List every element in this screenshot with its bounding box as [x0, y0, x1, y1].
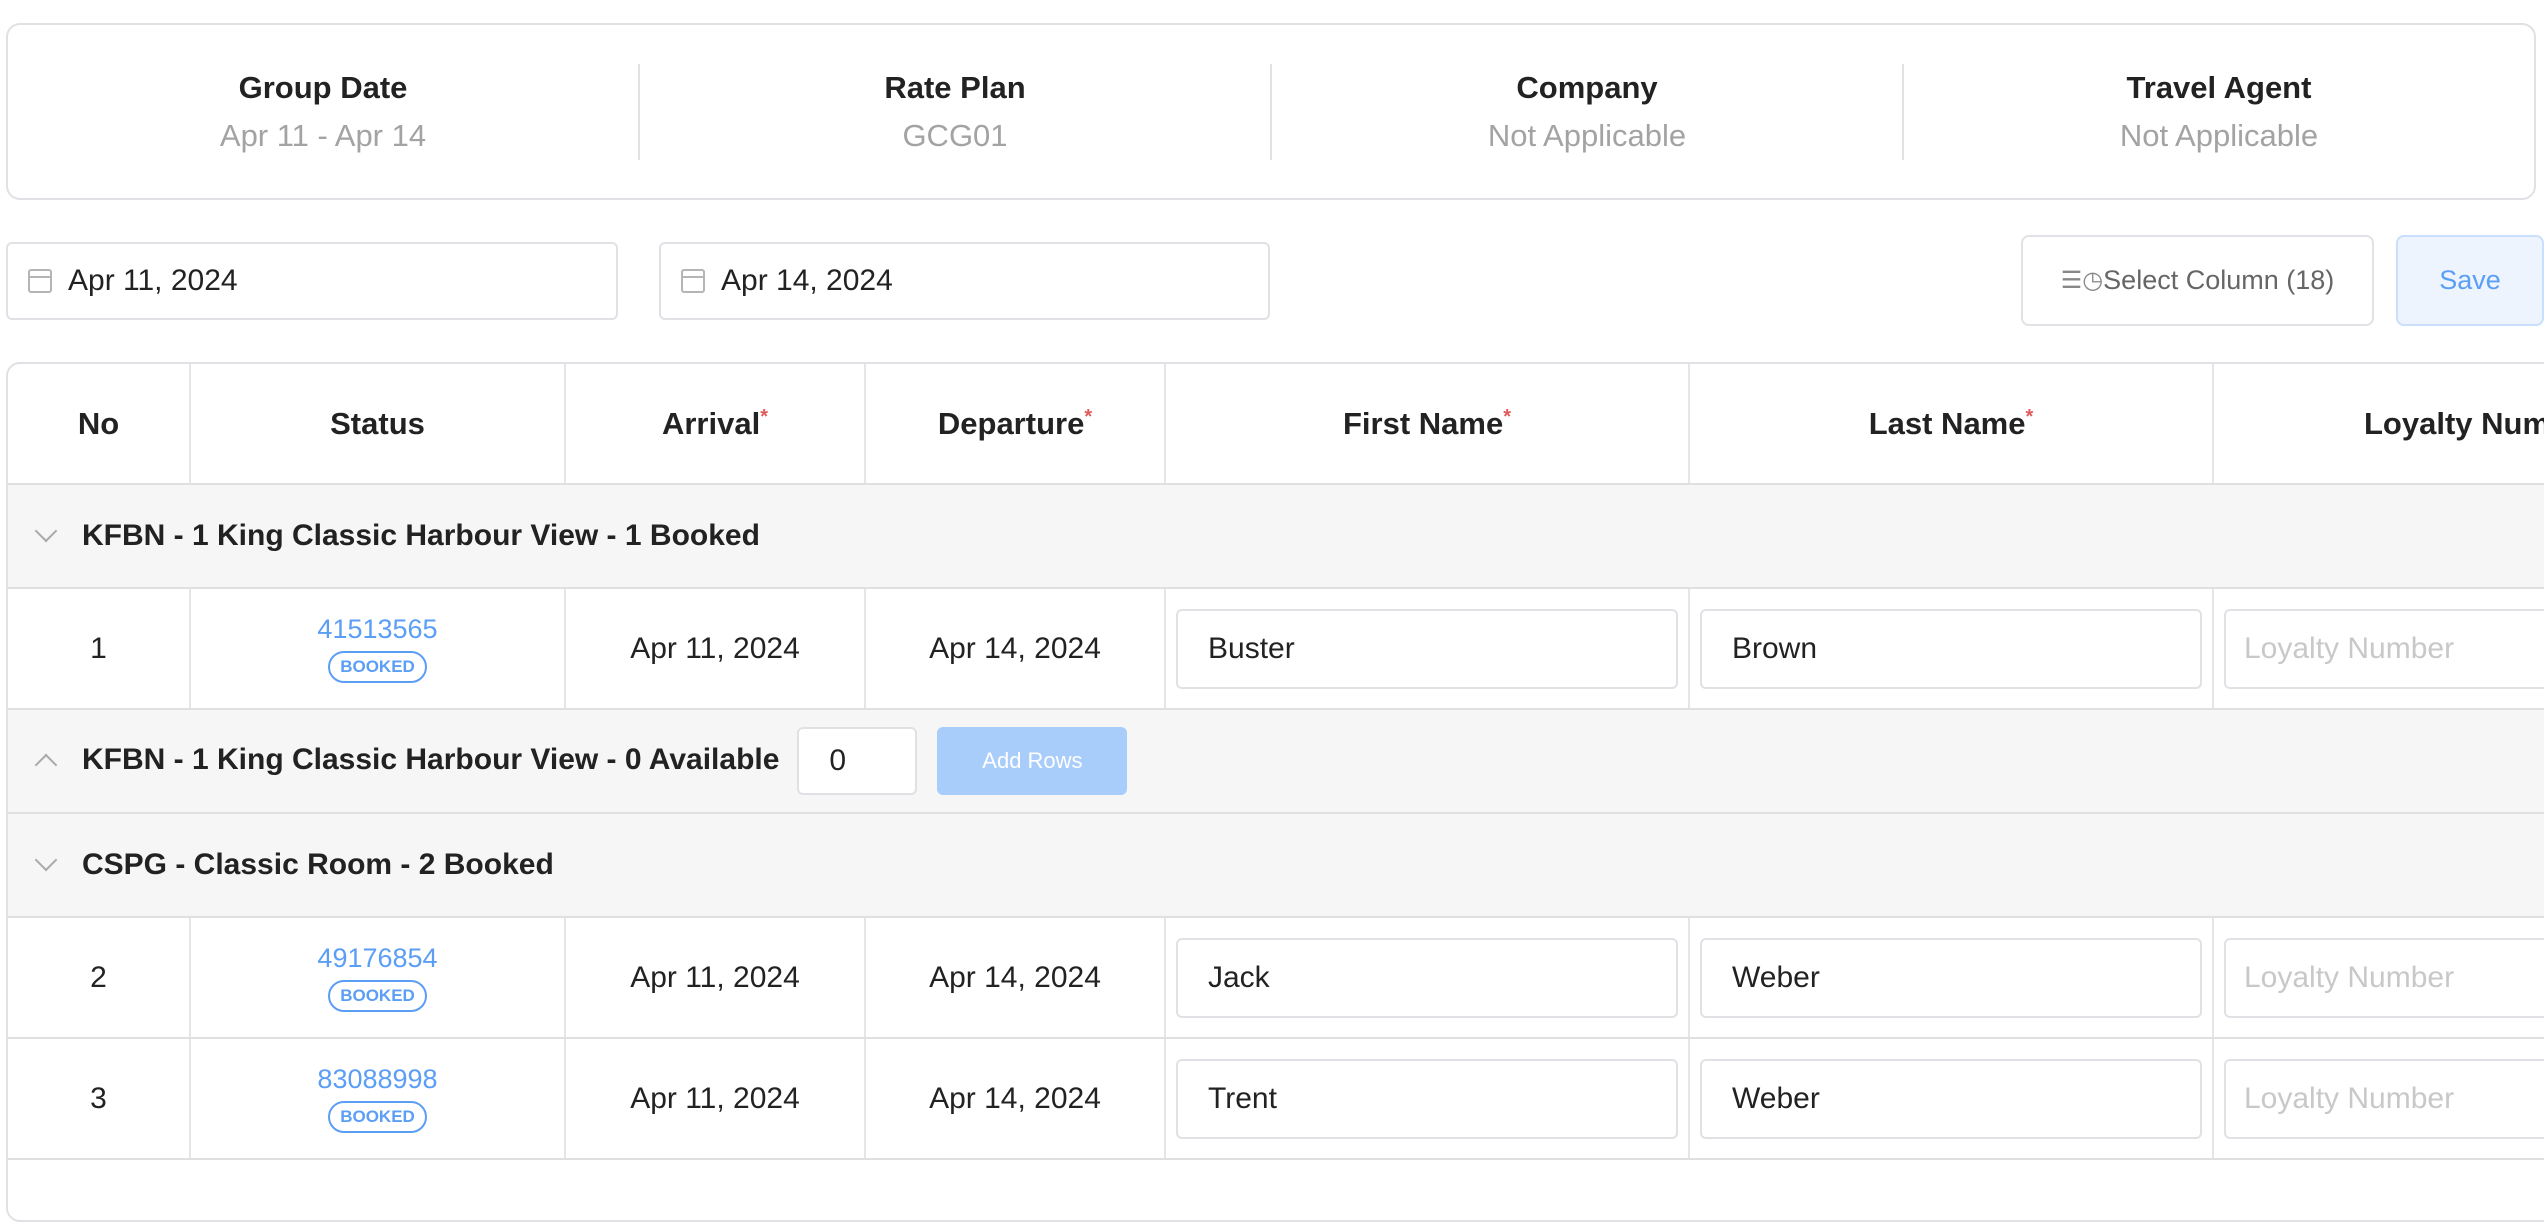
col-arrival[interactable]: Arrival* [565, 364, 866, 485]
add-rows-button[interactable]: Add Rows [937, 727, 1128, 795]
start-date-value: Apr 11, 2024 [68, 264, 238, 297]
col-loyalty[interactable]: Loyalty Num [2213, 364, 2544, 485]
group-row[interactable]: KFBN - 1 King Classic Harbour View - 1 B… [8, 484, 2544, 589]
status-badge: BOOKED [328, 1101, 427, 1133]
table-row: 1 41513565 BOOKED Apr 11, 2024 Apr 14, 20… [8, 588, 2544, 710]
summary-label: Group Date [238, 69, 408, 105]
required-marker: * [1503, 405, 1512, 428]
first-name-input[interactable]: Jack [1176, 937, 1678, 1018]
row-no: 3 [8, 1038, 191, 1160]
required-marker: * [760, 405, 769, 428]
arrival-date: Apr 11, 2024 [565, 917, 866, 1039]
loyalty-cell: Loyalty Number [2213, 917, 2544, 1039]
chevron-down-icon[interactable] [34, 848, 58, 872]
loyalty-cell: Loyalty Number [2213, 1038, 2544, 1160]
last-name-cell: Weber [1689, 1038, 2214, 1160]
status-badge: BOOKED [328, 980, 427, 1012]
reservations-table: No Status Arrival* Departure* First Name… [6, 362, 2544, 1222]
col-first-name[interactable]: First Name* [1165, 364, 1690, 485]
first-name-cell: Jack [1165, 917, 1690, 1039]
end-date-value: Apr 14, 2024 [721, 264, 893, 297]
departure-date: Apr 14, 2024 [865, 588, 1166, 710]
row-no: 1 [8, 588, 191, 710]
arrival-date: Apr 11, 2024 [565, 588, 866, 710]
confirmation-link[interactable]: 41513565 [317, 614, 438, 644]
save-button[interactable]: Save [2396, 235, 2544, 326]
col-no[interactable]: No [8, 364, 191, 485]
last-name-cell: Weber [1689, 917, 2214, 1039]
col-arrival-label: Arrival [661, 405, 761, 441]
required-marker: * [1084, 405, 1093, 428]
last-name-input[interactable]: Weber [1700, 937, 2202, 1018]
summary-value: Apr 11 - Apr 14 [219, 117, 427, 153]
calendar-icon [681, 269, 705, 293]
status-badge: BOOKED [328, 651, 427, 683]
col-departure-label: Departure [937, 405, 1085, 441]
last-name-cell: Brown [1689, 588, 2214, 710]
chevron-up-icon[interactable] [34, 753, 58, 777]
departure-date: Apr 14, 2024 [865, 1038, 1166, 1160]
summary-value: GCG01 [902, 117, 1008, 153]
add-rows-count-input[interactable]: 0 [797, 727, 918, 795]
confirmation-link[interactable]: 83088998 [317, 1064, 438, 1094]
loyalty-number-input[interactable]: Loyalty Number [2224, 1058, 2544, 1139]
select-column-button[interactable]: ☰◷ Select Column (18) [2021, 235, 2374, 326]
col-last-name-label: Last Name [1868, 405, 2026, 441]
summary-travel-agent: Travel Agent Not Applicable [1904, 64, 2534, 160]
group-summary: Group Date Apr 11 - Apr 14 Rate Plan GCG01… [6, 23, 2536, 200]
group-row[interactable]: CSPG - Classic Room - 2 Booked [8, 813, 2544, 918]
loyalty-cell: Loyalty Number [2213, 588, 2544, 710]
table-row: 3 83088998 BOOKED Apr 11, 2024 Apr 14, 20… [8, 1038, 2544, 1160]
start-date-input[interactable]: Apr 11, 2024 [6, 242, 618, 320]
status-cell: 41513565 BOOKED [190, 588, 566, 710]
column-settings-icon: ☰◷ [2060, 267, 2104, 294]
first-name-cell: Buster [1165, 588, 1690, 710]
col-status[interactable]: Status [190, 364, 566, 485]
confirmation-link[interactable]: 49176854 [317, 943, 438, 973]
table-row: 2 49176854 BOOKED Apr 11, 2024 Apr 14, 20… [8, 917, 2544, 1039]
col-first-name-label: First Name [1342, 405, 1504, 441]
loyalty-number-input[interactable]: Loyalty Number [2224, 608, 2544, 689]
last-name-input[interactable]: Brown [1700, 608, 2202, 689]
col-departure[interactable]: Departure* [865, 364, 1166, 485]
table-header: No Status Arrival* Departure* First Name… [8, 364, 2544, 485]
first-name-cell: Trent [1165, 1038, 1690, 1160]
summary-label: Rate Plan [884, 69, 1026, 105]
status-cell: 49176854 BOOKED [190, 917, 566, 1039]
first-name-input[interactable]: Trent [1176, 1058, 1678, 1139]
departure-date: Apr 14, 2024 [865, 917, 1166, 1039]
col-last-name[interactable]: Last Name* [1689, 364, 2214, 485]
group-title: KFBN - 1 King Classic Harbour View - 1 B… [82, 519, 760, 552]
end-date-input[interactable]: Apr 14, 2024 [659, 242, 1270, 320]
group-title: KFBN - 1 King Classic Harbour View - 0 A… [82, 742, 780, 776]
summary-label: Travel Agent [2126, 69, 2312, 105]
summary-company: Company Not Applicable [1272, 63, 1904, 160]
summary-value: Not Applicable [2119, 117, 2319, 153]
last-name-input[interactable]: Weber [1700, 1058, 2202, 1139]
calendar-icon [28, 269, 52, 293]
select-column-label: Select Column (18) [2103, 265, 2335, 295]
first-name-input[interactable]: Buster [1176, 608, 1678, 689]
arrival-date: Apr 11, 2024 [565, 1038, 866, 1160]
summary-label: Company [1516, 69, 1658, 105]
group-row[interactable]: KFBN - 1 King Classic Harbour View - 0 A… [8, 709, 2544, 814]
required-marker: * [2025, 405, 2034, 428]
loyalty-number-input[interactable]: Loyalty Number [2224, 937, 2544, 1018]
summary-value: Not Applicable [1487, 117, 1687, 153]
chevron-down-icon[interactable] [34, 519, 58, 543]
group-title: CSPG - Classic Room - 2 Booked [82, 848, 554, 881]
summary-rate-plan: Rate Plan GCG01 [640, 63, 1272, 160]
summary-group-date: Group Date Apr 11 - Apr 14 [8, 63, 640, 160]
status-cell: 83088998 BOOKED [190, 1038, 566, 1160]
row-no: 2 [8, 917, 191, 1039]
